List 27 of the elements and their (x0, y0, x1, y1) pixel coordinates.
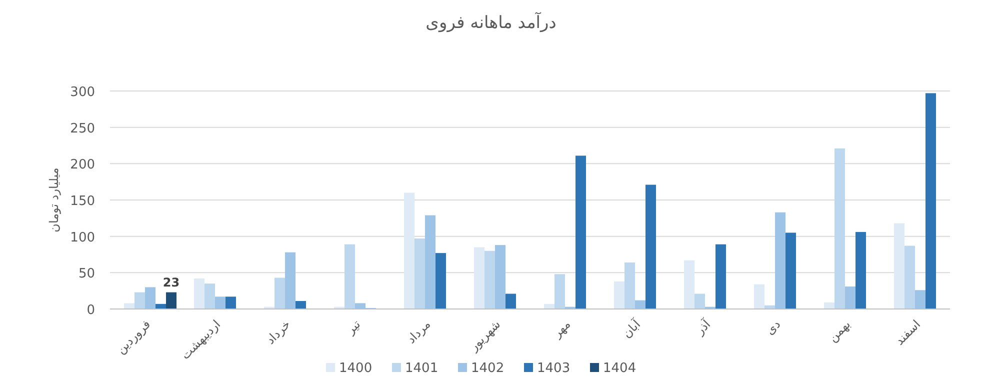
legend-label: 1400 (339, 361, 372, 376)
x-tick-label: فروردین (114, 317, 154, 357)
data-label: 23 (162, 275, 180, 290)
x-tick-label: آبان (618, 316, 644, 341)
x-tick-label: مهر (549, 317, 574, 341)
y-tick-label: 50 (78, 266, 95, 282)
y-tick-label: 0 (86, 303, 95, 318)
x-tick-label: بهمن (826, 317, 854, 345)
legend-label: 1401 (405, 361, 438, 376)
chart-title: درآمد ماهانه فروی (426, 12, 556, 33)
legend-label: 1402 (471, 361, 504, 376)
x-tick-label: شهریور (466, 317, 504, 354)
y-tick-label: 200 (70, 158, 95, 173)
legend-label: 1403 (537, 361, 570, 376)
y-tick-label: 100 (70, 230, 95, 246)
x-tick-label: خرداد (263, 317, 294, 347)
x-tick-label: تیر (342, 317, 364, 338)
legend-label: 1404 (603, 361, 636, 376)
x-tick-label: دی (762, 317, 784, 338)
x-tick-label: مرداد (404, 317, 434, 346)
x-tick-label: اسفند (892, 317, 924, 348)
y-tick-label: 250 (70, 121, 95, 136)
y-axis-title: میلیارد تومان (47, 168, 61, 232)
y-tick-label: 150 (70, 194, 95, 209)
x-tick-label: اردیبهشت (178, 317, 224, 362)
x-tick-label: آذر (692, 316, 714, 338)
y-tick-label: 300 (70, 85, 95, 100)
